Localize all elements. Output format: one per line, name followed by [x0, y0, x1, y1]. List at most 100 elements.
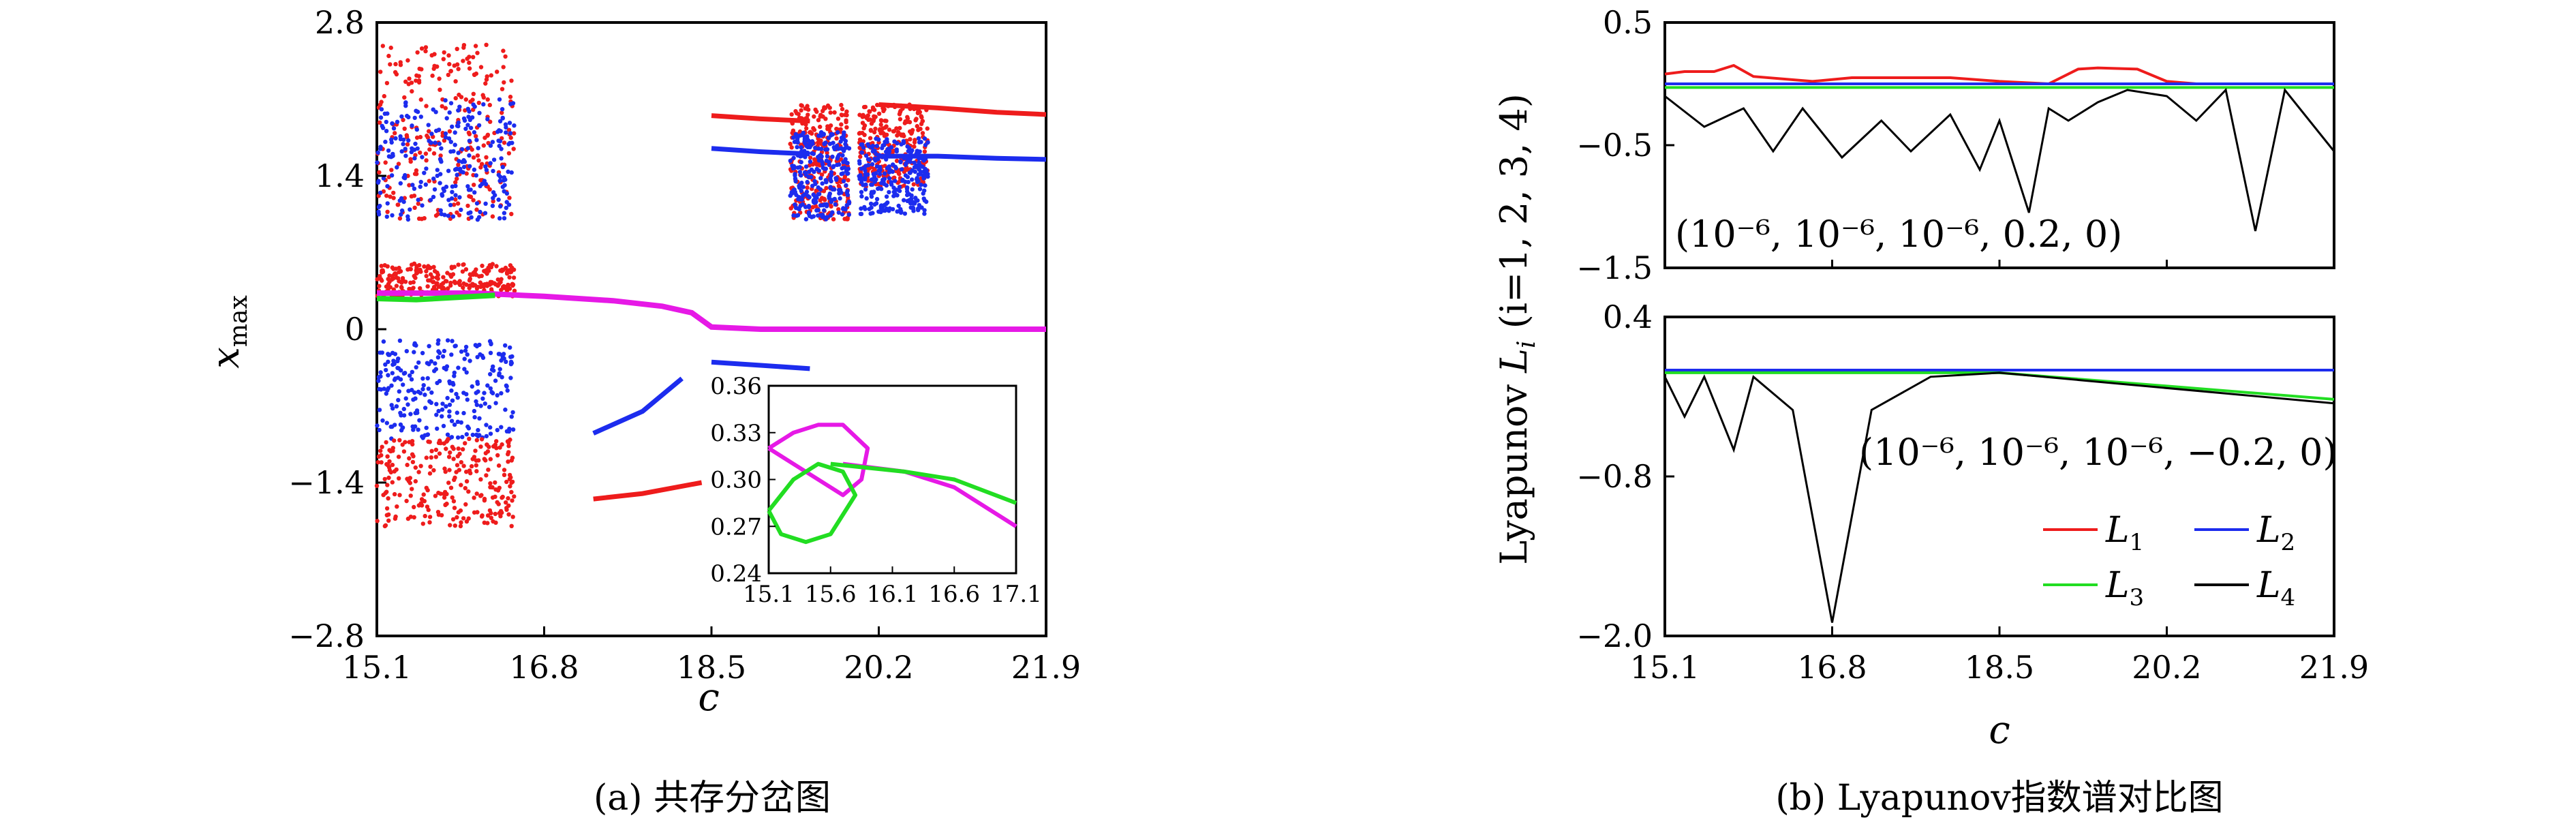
band-point	[387, 459, 392, 464]
band-point	[481, 95, 486, 100]
band-point	[864, 196, 869, 201]
band-point	[405, 516, 411, 521]
band-point	[447, 129, 453, 134]
band-point	[475, 50, 480, 55]
band-point	[391, 126, 397, 131]
band-point	[396, 162, 401, 166]
band-point	[444, 364, 450, 369]
band-point	[828, 123, 833, 128]
band-point	[431, 107, 435, 112]
legend-label-sub: 2	[2281, 529, 2296, 556]
band-point	[375, 150, 380, 155]
band-point	[394, 404, 399, 409]
band-point	[477, 110, 482, 115]
band-point	[876, 137, 881, 142]
band-point	[870, 145, 874, 150]
band-point	[832, 110, 837, 115]
band-point	[382, 263, 387, 268]
band-point	[438, 208, 443, 213]
band-point	[401, 142, 405, 147]
band-point	[478, 477, 483, 482]
band-point	[482, 520, 487, 525]
panel-a-ylabel-sub: max	[225, 295, 253, 347]
band-point	[443, 469, 448, 474]
band-point	[821, 215, 826, 219]
band-point	[456, 446, 461, 451]
band-point	[433, 455, 438, 459]
band-point	[500, 115, 505, 121]
band-point	[482, 401, 487, 406]
band-point	[413, 141, 418, 147]
band-point	[423, 45, 429, 50]
band-point	[379, 264, 384, 269]
band-point	[824, 158, 829, 163]
y-tick-label: −1.4	[288, 464, 365, 501]
band-point	[910, 187, 915, 192]
band-point	[403, 104, 408, 108]
band-point	[917, 187, 923, 192]
band-point	[398, 60, 403, 65]
band-point	[456, 108, 461, 113]
band-point	[846, 171, 850, 176]
band-point	[868, 201, 874, 207]
band-point	[499, 147, 504, 151]
band-point	[875, 156, 880, 161]
band-point	[797, 165, 803, 170]
band-point	[416, 389, 421, 394]
band-point	[832, 187, 837, 192]
band-point	[874, 196, 880, 202]
panel-b-ylabel-sub: i	[1513, 340, 1541, 348]
band-point	[485, 97, 490, 102]
band-point	[455, 62, 460, 67]
band-point	[376, 378, 381, 383]
band-point	[898, 159, 903, 164]
band-point	[495, 500, 500, 505]
band-point	[385, 483, 390, 487]
band-point	[799, 108, 803, 113]
band-point	[898, 117, 903, 122]
band-point	[868, 127, 874, 132]
band-point	[424, 485, 429, 490]
band-point	[416, 427, 420, 432]
band-point	[466, 516, 471, 521]
band-point	[490, 214, 495, 219]
band-point	[426, 386, 431, 391]
band-point	[503, 122, 508, 127]
b-top-y-tick-label: −1.5	[1576, 249, 1653, 286]
band-point	[429, 53, 434, 58]
band-point	[917, 160, 921, 165]
band-point	[803, 164, 809, 169]
band-point	[457, 104, 462, 109]
band-point	[452, 370, 457, 375]
band-point	[416, 198, 420, 202]
band-point	[842, 217, 847, 222]
band-point	[389, 168, 394, 172]
band-point	[453, 475, 457, 480]
band-point	[376, 212, 382, 217]
band-point	[442, 495, 447, 500]
band-point	[391, 359, 396, 363]
band-point	[449, 388, 454, 393]
band-point	[818, 124, 823, 130]
band-point	[476, 158, 481, 163]
band-point	[431, 151, 437, 156]
band-point	[475, 217, 480, 222]
band-point	[463, 502, 468, 507]
band-point	[844, 203, 849, 208]
band-point	[378, 203, 382, 209]
band-point	[470, 384, 474, 389]
band-point	[414, 135, 420, 140]
band-point	[872, 149, 877, 153]
band-point	[839, 190, 844, 195]
band-point	[457, 468, 461, 472]
band-point	[401, 117, 405, 123]
band-point	[483, 201, 488, 206]
band-point	[495, 277, 500, 282]
band-point	[899, 167, 904, 172]
band-point	[427, 179, 431, 183]
band-point	[429, 390, 434, 395]
band-point	[828, 213, 833, 217]
band-point	[420, 350, 425, 356]
band-point	[497, 281, 502, 286]
band-point	[455, 435, 461, 440]
